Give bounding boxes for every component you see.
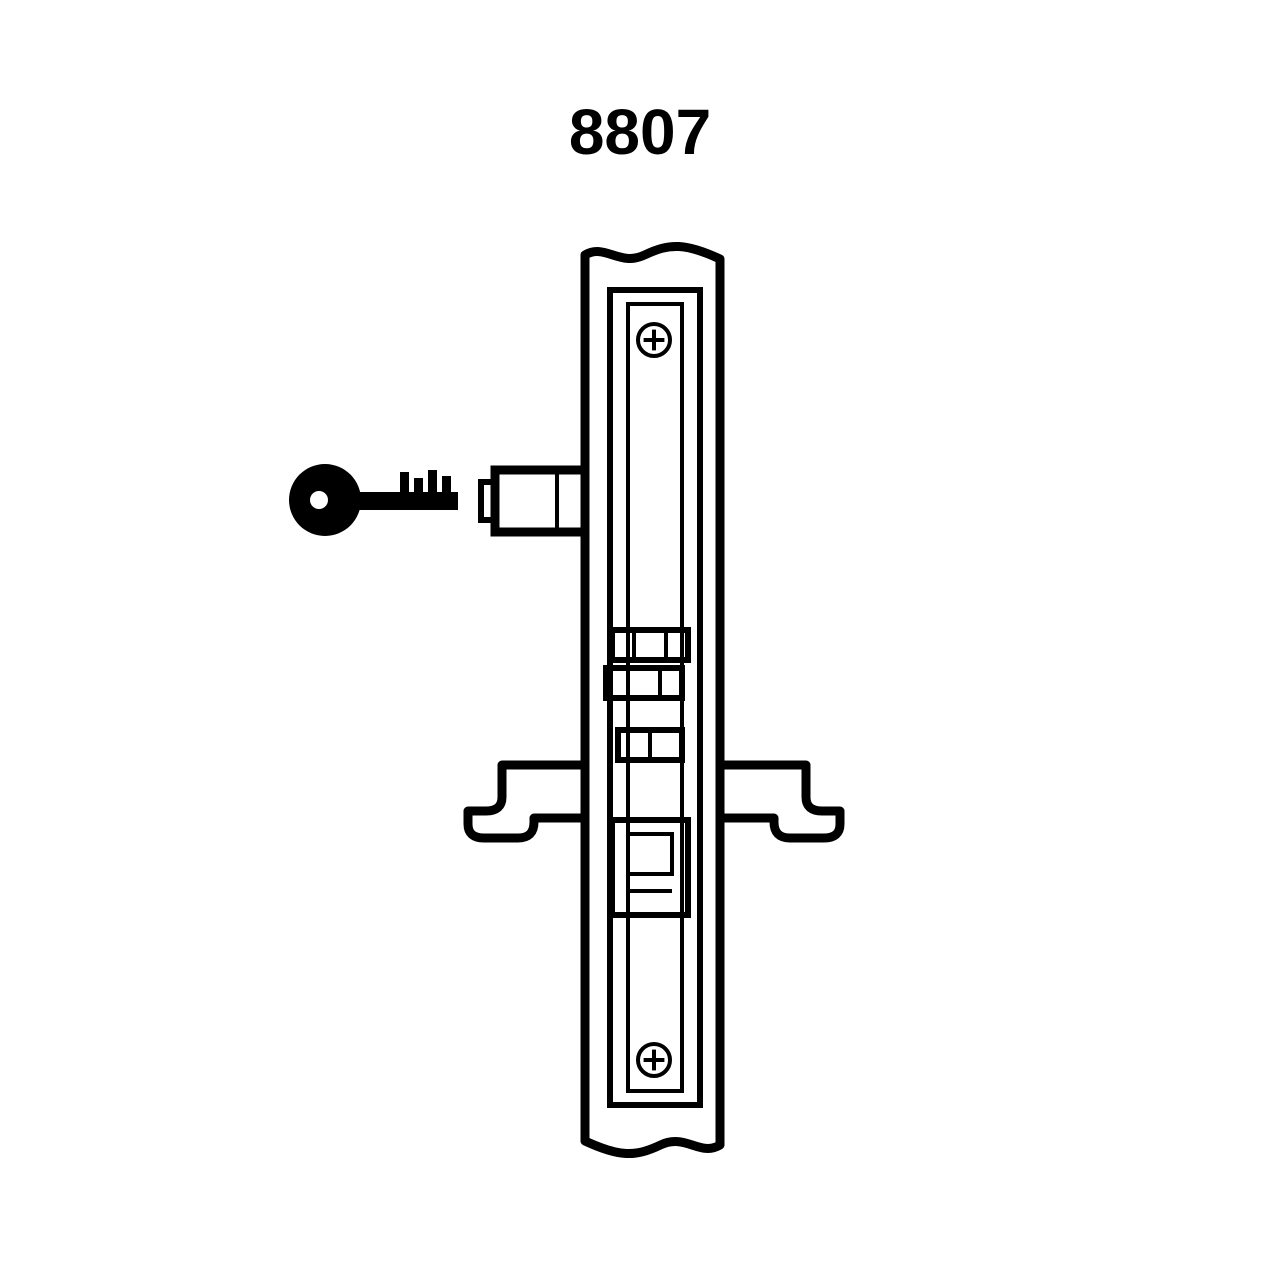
- lock-drawing: [0, 0, 1280, 1280]
- diagram-canvas: 8807: [0, 0, 1280, 1280]
